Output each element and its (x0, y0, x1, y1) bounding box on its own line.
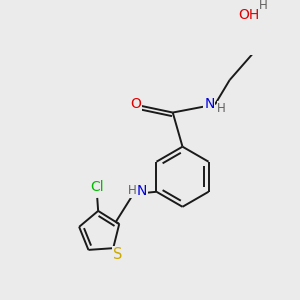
Text: H: H (217, 102, 226, 115)
Text: N: N (137, 184, 147, 198)
Text: O: O (131, 98, 142, 111)
Text: Cl: Cl (90, 180, 104, 194)
Text: S: S (112, 247, 122, 262)
Text: H: H (128, 184, 136, 197)
Text: N: N (204, 98, 214, 111)
Text: OH: OH (238, 8, 260, 22)
Text: H: H (259, 0, 267, 12)
